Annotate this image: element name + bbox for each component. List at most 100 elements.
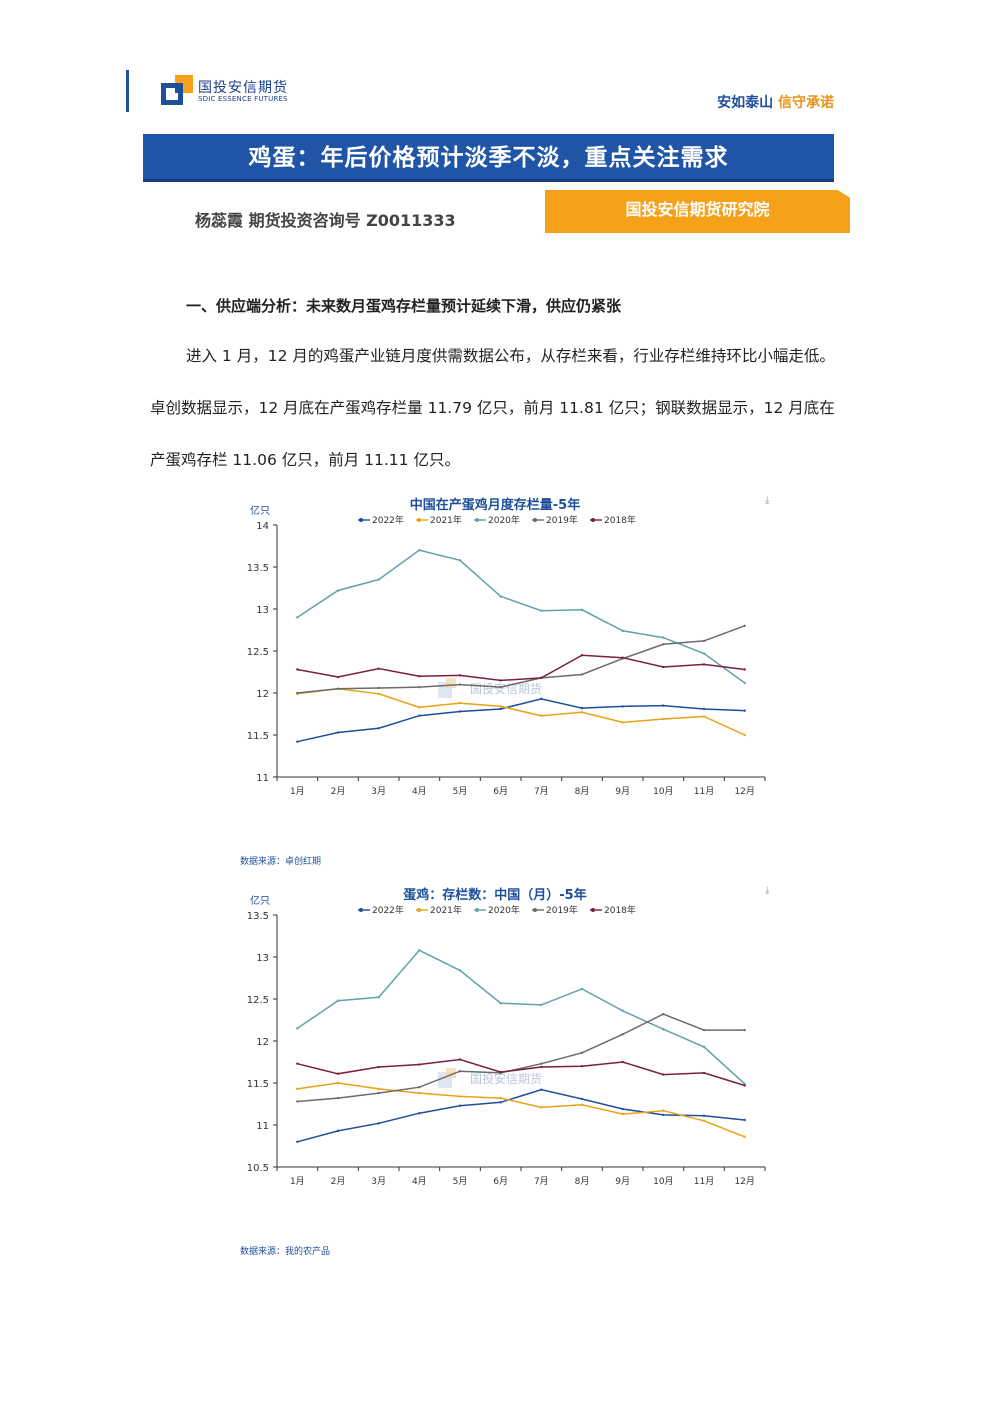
legend-label: 2020年 <box>488 514 520 526</box>
legend-label: 2021年 <box>430 514 462 526</box>
data-point <box>580 706 584 710</box>
institute-tab <box>545 190 850 233</box>
data-point <box>296 1087 299 1091</box>
logo-text-en: SDIC ESSENCE FUTURES <box>198 95 288 103</box>
x-tick-label: 8月 <box>575 786 590 797</box>
data-point <box>621 721 624 724</box>
x-tick-label: 9月 <box>615 1176 630 1187</box>
logo-text-cn: 国投安信期货 <box>198 80 288 96</box>
legend-item[interactable]: 2022年 <box>358 514 404 526</box>
legend-label: 2022年 <box>372 514 404 526</box>
data-point <box>499 1101 502 1104</box>
data-point <box>296 668 299 671</box>
legend-item[interactable]: 2021年 <box>416 514 462 526</box>
data-point <box>458 683 462 686</box>
y-tick-label: 11 <box>256 773 269 784</box>
y-tick-label: 12.5 <box>247 647 269 658</box>
legend-item[interactable]: 2018年 <box>590 904 636 916</box>
x-tick-label: 2月 <box>331 1176 346 1187</box>
data-point <box>458 701 462 705</box>
data-point <box>580 654 584 657</box>
data-point <box>377 578 380 581</box>
y-tick-label: 11.5 <box>247 731 269 742</box>
x-tick-label: 5月 <box>453 786 468 797</box>
legend-item[interactable]: 2019年 <box>532 904 578 916</box>
x-tick-label: 3月 <box>371 1176 386 1187</box>
legend-item[interactable]: 2021年 <box>416 904 462 916</box>
data-point <box>458 674 462 677</box>
author-line: 杨蕊霞 期货投资咨询号 Z0011333 <box>195 211 456 230</box>
data-point <box>499 1096 502 1100</box>
data-point <box>662 1109 665 1112</box>
data-point <box>458 1104 462 1107</box>
data-point <box>540 1106 543 1109</box>
chart1-source: 数据来源：卓创红期 <box>240 857 322 867</box>
body-paragraph: 进入 1 月，12 月的鸡蛋产业链月度供需数据公布，从存栏来看，行业存栏维持环比… <box>150 347 835 469</box>
series-line-2019年 <box>297 625 745 694</box>
slogan-part-b: 信守承诺 <box>778 95 834 111</box>
data-point <box>662 704 665 707</box>
watermark-text: 国投安信期货 <box>470 1071 542 1086</box>
data-point <box>621 1033 624 1036</box>
data-point <box>296 1100 299 1103</box>
data-point <box>702 1028 706 1032</box>
legend-label: 2018年 <box>604 904 636 916</box>
data-point <box>336 731 340 734</box>
data-point <box>540 714 543 717</box>
slogan-part-a: 安如泰山 <box>717 95 774 111</box>
y-tick-label: 12 <box>256 689 269 700</box>
data-point <box>621 705 624 708</box>
series-line-2022年 <box>297 698 745 743</box>
download-icon[interactable]: ⤓ <box>765 885 770 896</box>
legend-item[interactable]: 2018年 <box>590 514 636 526</box>
data-point <box>540 697 543 701</box>
watermark: 国投安信期货 <box>438 1068 542 1088</box>
data-point <box>743 1084 746 1087</box>
institute-name: 国投安信期货研究院 <box>625 200 770 219</box>
data-point <box>499 707 502 711</box>
legend-label: 2020年 <box>488 904 520 916</box>
legend-item[interactable]: 2019年 <box>532 514 578 526</box>
data-point <box>702 1071 706 1075</box>
data-point <box>580 987 584 991</box>
data-point <box>458 559 462 562</box>
y-tick-label: 10.5 <box>247 1163 269 1174</box>
data-point <box>336 1081 340 1085</box>
data-point <box>499 685 502 689</box>
data-point <box>621 1009 624 1012</box>
data-point <box>499 1002 502 1005</box>
data-point <box>458 969 462 972</box>
header-accent-bar <box>126 70 129 112</box>
data-point <box>418 1112 421 1115</box>
data-point <box>743 1028 746 1032</box>
x-tick-label: 5月 <box>453 1176 468 1187</box>
data-point <box>499 595 502 598</box>
legend-item[interactable]: 2022年 <box>358 904 404 916</box>
data-point <box>540 1003 543 1007</box>
legend-label: 2019年 <box>546 904 578 916</box>
legend-item[interactable]: 2020年 <box>474 904 520 916</box>
x-tick-label: 9月 <box>615 786 630 797</box>
x-tick-label: 7月 <box>534 786 549 797</box>
data-point <box>743 709 746 712</box>
data-point <box>377 1122 380 1125</box>
report-title: 鸡蛋：年后价格预计淡季不淡，重点关注需求 <box>248 145 729 171</box>
data-point <box>418 714 421 717</box>
legend-item[interactable]: 2020年 <box>474 514 520 526</box>
data-point <box>702 707 706 711</box>
title-banner <box>143 134 834 182</box>
y-tick-label: 13.5 <box>247 563 269 574</box>
download-icon[interactable]: ⤓ <box>765 495 770 506</box>
data-point <box>702 1045 706 1049</box>
x-tick-label: 7月 <box>534 1176 549 1187</box>
data-point <box>377 667 380 670</box>
data-point <box>743 681 746 685</box>
data-point <box>580 1051 584 1054</box>
data-point <box>662 636 665 639</box>
x-tick-label: 4月 <box>412 786 427 797</box>
watermark-text: 国投安信期货 <box>470 681 542 696</box>
data-point <box>662 1113 665 1117</box>
data-point <box>499 705 502 708</box>
legend-label: 2022年 <box>372 904 404 916</box>
